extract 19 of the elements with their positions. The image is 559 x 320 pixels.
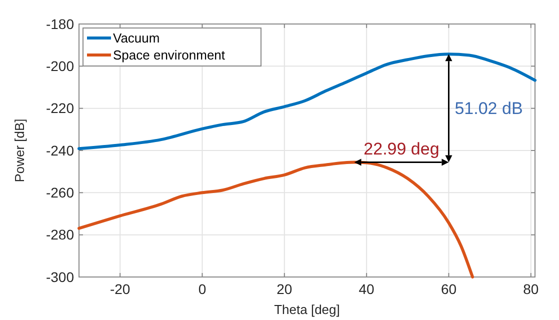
y-tick-label: -280 [46, 226, 74, 243]
y-tick-label: -200 [46, 58, 74, 74]
annotation: 51.02 dB [454, 99, 523, 118]
y-tick-label: -260 [46, 184, 74, 201]
y-tick-label: -300 [46, 268, 74, 285]
y-tick-label: -180 [46, 16, 74, 32]
x-axis-title: Theta [deg] [274, 302, 340, 317]
y-axis-title: Power [dB] [12, 118, 27, 182]
legend-label: Space environment [113, 48, 226, 63]
y-tick-label: -220 [46, 100, 74, 116]
x-tick-label: -20 [110, 281, 130, 297]
y-tick-label: -240 [46, 142, 74, 158]
legend-label: Vacuum [113, 30, 160, 46]
annotation: 22.99 deg [364, 139, 440, 158]
x-tick-label: 0 [198, 281, 206, 297]
x-tick-label: 20 [276, 281, 292, 297]
x-tick-label: 40 [358, 281, 375, 297]
x-tick-label: 80 [523, 281, 539, 297]
x-tick-label: 60 [440, 281, 457, 297]
